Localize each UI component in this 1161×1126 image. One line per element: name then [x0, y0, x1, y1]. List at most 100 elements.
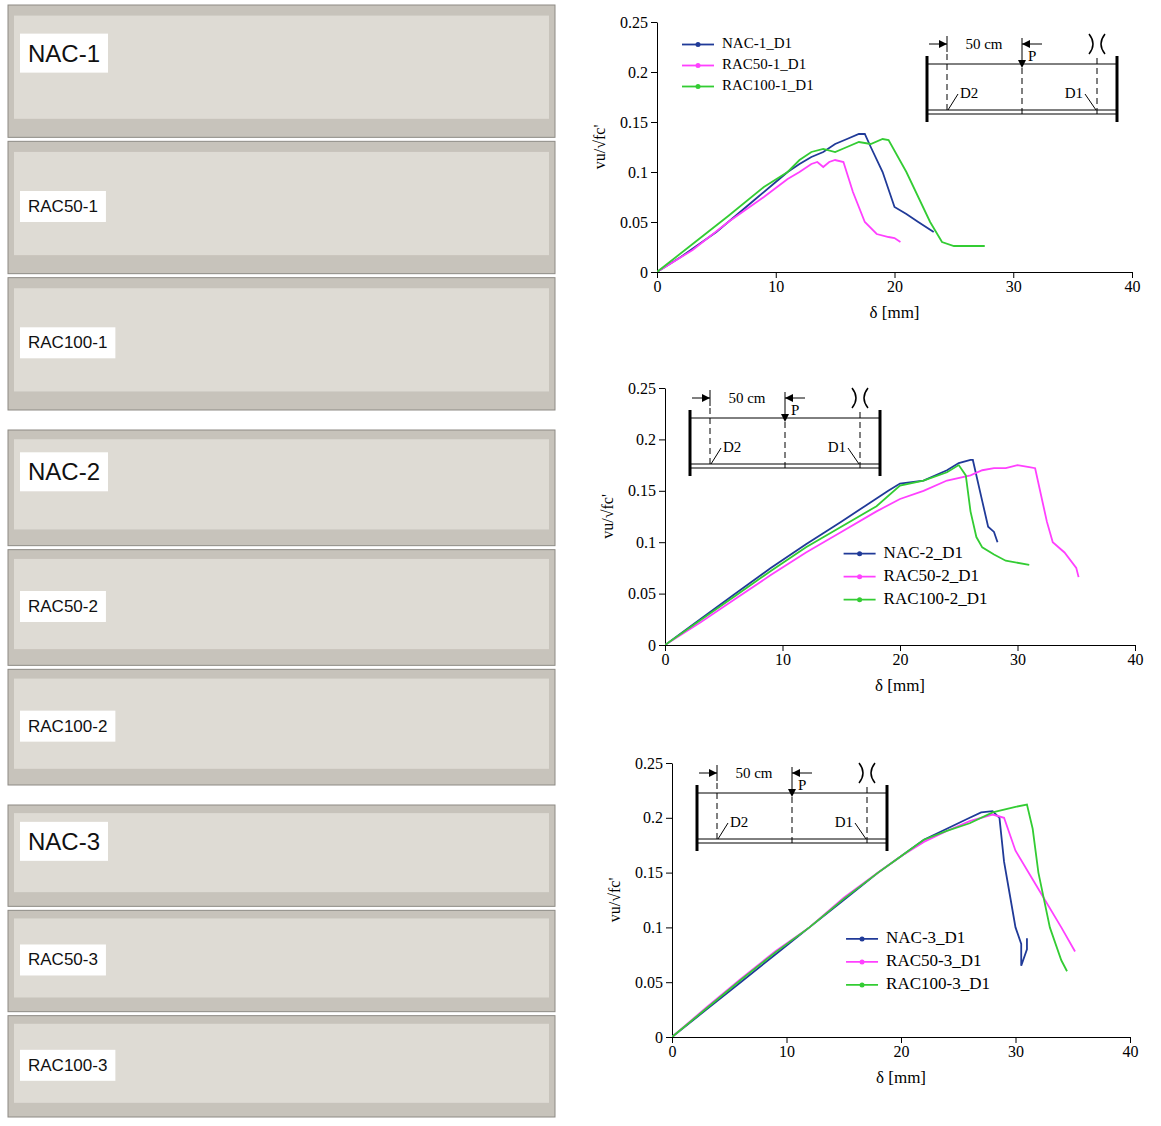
series-line [665, 460, 998, 645]
x-tick-mark [787, 1037, 788, 1043]
x-tick: 20 [893, 645, 909, 668]
beam-schematic: 50 cmPD2D1 [697, 763, 887, 851]
photo-label: NAC-1 [28, 40, 100, 67]
y-axis-title: vu/√fc' [599, 494, 616, 539]
beam-schematic: 50 cmPD2D1 [927, 34, 1117, 122]
series-line [657, 134, 934, 272]
x-tick-label: 20 [893, 651, 909, 668]
section-line [1097, 58, 1098, 114]
y-axis-line [665, 389, 666, 646]
plot-area [657, 134, 985, 272]
plot-area [672, 805, 1075, 1037]
x-tick-label: 0 [662, 651, 670, 668]
beam-schematic: 50 cmPD2D1 [690, 388, 880, 476]
x-tick: 20 [894, 1037, 910, 1060]
y-axis: 00.050.10.150.20.25 [628, 380, 666, 654]
y-tick: 0.2 [636, 431, 665, 448]
photo [8, 278, 555, 410]
x-tick: 10 [775, 645, 791, 668]
y-tick-label: 0.25 [620, 14, 648, 31]
y-tick: 0.1 [628, 164, 657, 181]
series-line [672, 811, 1027, 1037]
photo-label: RAC50-1 [28, 197, 98, 216]
y-tick: 0.05 [620, 214, 657, 231]
y-tick-label: 0.2 [636, 431, 656, 448]
x-axis-title: δ [mm] [869, 303, 919, 322]
y-tick-label: 0 [655, 1029, 663, 1046]
y-tick: 0.15 [635, 864, 672, 881]
y-tick-label: 0.2 [643, 809, 663, 826]
photo [8, 430, 555, 546]
arrow-head [785, 394, 793, 402]
photo-label: RAC50-2 [28, 597, 98, 616]
x-tick-label: 40 [1123, 1043, 1139, 1060]
arrow-head [792, 769, 800, 777]
y-axis-line [657, 23, 658, 273]
x-tick-label: 30 [1006, 278, 1022, 295]
y-tick-mark [651, 122, 657, 123]
inset-label: P [791, 402, 799, 418]
x-axis: 010203040 [654, 272, 1141, 295]
section-line [792, 797, 793, 843]
beam-end [689, 410, 692, 476]
y-axis-line [672, 764, 673, 1038]
y-tick-label: 0.05 [635, 974, 663, 991]
x-tick: 40 [1125, 272, 1141, 295]
y-tick: 0.05 [628, 585, 665, 602]
x-tick: 10 [779, 1037, 795, 1060]
x-tick-mark [776, 272, 777, 278]
y-tick-mark [666, 818, 672, 819]
inset-label: D1 [828, 439, 846, 455]
sensor-leader [1085, 94, 1096, 110]
y-tick-label: 0.05 [620, 214, 648, 231]
photo-label-box [20, 191, 106, 222]
legend-marker [696, 63, 701, 68]
photo-panel: NAC-2RAC50-2RAC100-2 [8, 430, 555, 785]
arrow-head [788, 789, 796, 797]
x-tick-label: 20 [887, 278, 903, 295]
y-tick-label: 0.25 [628, 380, 656, 397]
beam-face [14, 1024, 549, 1103]
section-line [1022, 68, 1023, 114]
inset-label: D1 [835, 814, 853, 830]
y-axis: 00.050.10.150.20.25 [635, 755, 673, 1046]
photo-label-box [20, 327, 115, 358]
x-axis: 0 10 20 30 40 [669, 1037, 1139, 1060]
x-tick-mark [1135, 645, 1136, 651]
inset-label: D1 [1065, 85, 1083, 101]
y-axis-title: vu/√fc' [591, 125, 608, 170]
photo [8, 141, 555, 273]
series-line [665, 465, 1029, 645]
y-tick-mark [666, 763, 672, 764]
legend: NAC-1_D1RAC50-1_D1RAC100-1_D1 [682, 35, 814, 93]
y-tick-label: 0.1 [636, 534, 656, 551]
x-tick-label: 40 [1128, 651, 1144, 668]
arrow-head [709, 769, 717, 777]
y-tick-mark [651, 72, 657, 73]
arrow-head [1022, 40, 1030, 48]
x-tick-label: 0 [669, 1043, 677, 1060]
series-line [657, 139, 985, 272]
dimension-tick [947, 36, 948, 52]
y-tick: 0.25 [635, 755, 672, 772]
beam-face [14, 679, 549, 769]
y-tick-label: 0.15 [628, 482, 656, 499]
x-tick-mark [665, 645, 666, 651]
hinge [1089, 34, 1105, 54]
beam-end [1116, 56, 1119, 122]
y-tick-mark [651, 272, 657, 273]
inset-label: D2 [730, 814, 748, 830]
x-tick-label: 20 [894, 1043, 910, 1060]
y-tick-label: 0.2 [628, 64, 648, 81]
y-axis-title: vu/√fc' [606, 878, 623, 923]
y-tick-mark [659, 388, 665, 389]
x-tick-label: 0 [654, 278, 662, 295]
photo [8, 910, 555, 1011]
beam-end [879, 410, 882, 476]
legend-label: RAC50-2_D1 [884, 566, 979, 585]
inset-label: 50 cm [735, 765, 772, 781]
photo-label: RAC100-3 [28, 1056, 107, 1075]
figure: NAC-1RAC50-1RAC100-1NAC-2RAC50-2RAC100-2… [0, 0, 1161, 1126]
chart: 00.050.10.150.20.25010203040δ [mm]vu/√fc… [591, 14, 1141, 322]
x-tick-label: 30 [1008, 1043, 1024, 1060]
